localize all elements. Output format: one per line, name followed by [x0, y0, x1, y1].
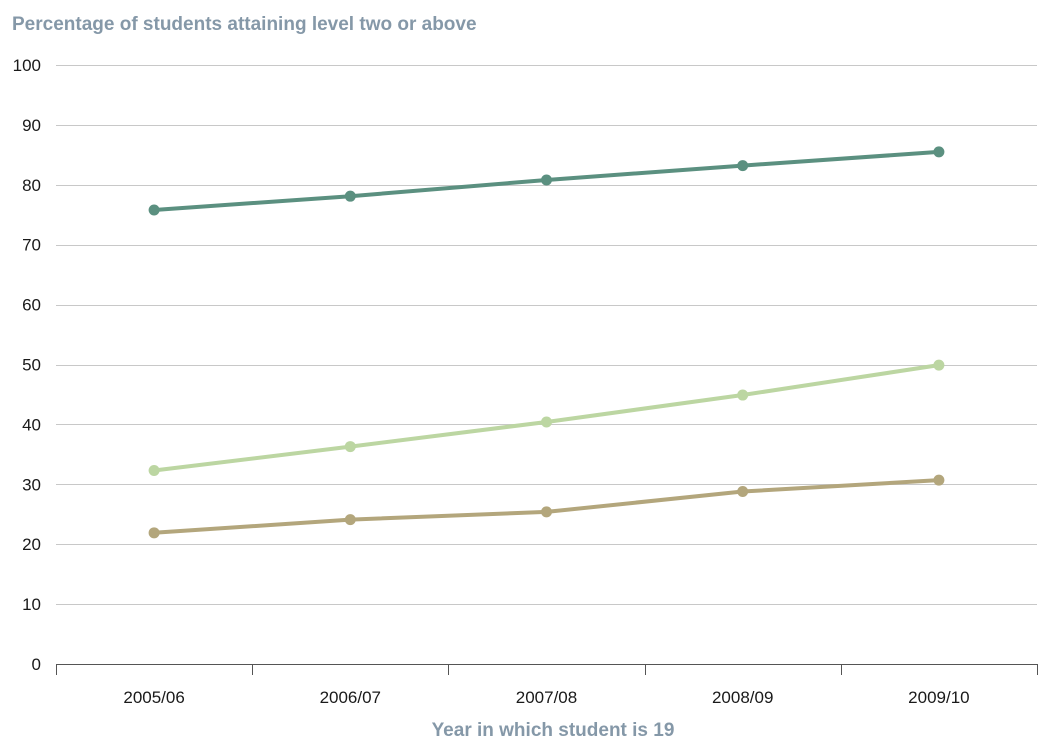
x-tick-label-2008/09: 2008/09	[712, 688, 773, 707]
grid-lines	[56, 65, 1037, 605]
y-tick-label-60: 60	[22, 296, 41, 315]
data-point-series1-2006/07	[344, 190, 356, 202]
x-tick-label-2006/07: 2006/07	[320, 688, 381, 707]
x-tick-label-2005/06: 2005/06	[123, 688, 184, 707]
y-tick-label-70: 70	[22, 236, 41, 255]
data-point-series2-2008/09	[737, 389, 749, 401]
data-point-series3-2005/06	[148, 527, 160, 539]
y-tick-label-30: 30	[22, 475, 41, 494]
data-point-series1-2008/09	[737, 160, 749, 172]
data-point-series3-2006/07	[344, 514, 356, 526]
data-point-series2-2009/10	[933, 359, 945, 371]
data-point-series2-2005/06	[148, 465, 160, 477]
data-point-series3-2008/09	[737, 485, 749, 497]
y-tick-label-40: 40	[22, 415, 41, 434]
series-lines	[148, 146, 945, 539]
x-tick-label-2007/08: 2007/08	[516, 688, 577, 707]
data-point-series1-2005/06	[148, 204, 160, 216]
y-tick-label-20: 20	[22, 535, 41, 554]
y-tick-label-50: 50	[22, 356, 41, 375]
data-point-series2-2007/08	[541, 416, 552, 428]
y-tick-label-10: 10	[22, 595, 41, 614]
y-tick-label-100: 100	[13, 56, 41, 75]
data-point-series1-2009/10	[933, 146, 945, 158]
y-tick-label-0: 0	[32, 655, 41, 674]
y-tick-label-80: 80	[22, 176, 41, 195]
x-axis-label: Year in which student is 19	[431, 720, 675, 741]
data-point-series1-2007/08	[541, 174, 552, 186]
data-point-series2-2006/07	[344, 441, 356, 453]
y-tick-label-90: 90	[22, 116, 41, 135]
data-point-series3-2009/10	[933, 474, 945, 486]
y-axis-label: Percentage of students attaining level t…	[12, 14, 477, 35]
x-tick-label-2009/10: 2009/10	[908, 688, 969, 707]
y-axis-ticks: 0 10 20 30 40 50 60 70 80 90 100	[13, 56, 41, 674]
data-point-series3-2007/08	[541, 506, 552, 518]
x-axis: 2005/06 2006/07 2007/08 2008/09 2009/10	[56, 664, 1038, 707]
